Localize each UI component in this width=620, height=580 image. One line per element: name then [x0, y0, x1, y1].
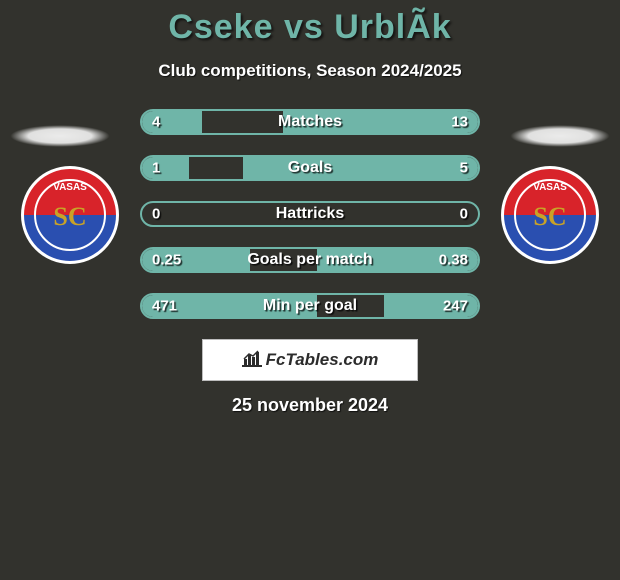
svg-text:SC: SC [53, 202, 86, 231]
stat-label: Goals per match [140, 251, 480, 269]
comparison-body: VASAS SC VASAS SC Matches4 13 Goals1 5 Hattr… [0, 109, 620, 416]
stat-value-left: 1 [152, 160, 160, 177]
source-badge: FcTables.com [202, 339, 418, 381]
svg-text:VASAS: VASAS [53, 182, 87, 193]
club-badge-right: VASAS SC [500, 165, 600, 265]
stat-label: Hattricks [140, 205, 480, 223]
bar-chart-icon [242, 349, 262, 372]
player-left-shadow [10, 125, 110, 147]
stat-value-right: 0.38 [439, 252, 468, 269]
stat-row: Goals1 5 [140, 155, 480, 181]
stat-label: Goals [140, 159, 480, 177]
svg-text:VASAS: VASAS [533, 182, 567, 193]
source-text: FcTables.com [266, 350, 379, 370]
club-badge-left: VASAS SC [20, 165, 120, 265]
stat-row: Hattricks0 0 [140, 201, 480, 227]
stat-bars: Matches4 13 Goals1 5 Hattricks0 0 Goals per ma… [140, 109, 480, 319]
stat-value-right: 13 [451, 114, 468, 131]
svg-text:SC: SC [533, 202, 566, 231]
stat-row: Matches4 13 [140, 109, 480, 135]
stat-value-left: 0 [152, 206, 160, 223]
club-crest-icon: VASAS SC [20, 165, 120, 265]
stat-value-right: 0 [460, 206, 468, 223]
comparison-subtitle: Club competitions, Season 2024/2025 [0, 61, 620, 81]
comparison-title: Cseke vs UrblÃ­k [0, 0, 620, 47]
stat-label: Matches [140, 113, 480, 131]
club-crest-icon: VASAS SC [500, 165, 600, 265]
stat-value-left: 0.25 [152, 252, 181, 269]
stat-row: Min per goal471 247 [140, 293, 480, 319]
stat-label: Min per goal [140, 297, 480, 315]
stat-value-right: 247 [443, 298, 468, 315]
stat-row: Goals per match0.25 0.38 [140, 247, 480, 273]
stat-value-left: 471 [152, 298, 177, 315]
player-right-shadow [510, 125, 610, 147]
stat-value-right: 5 [460, 160, 468, 177]
stat-value-left: 4 [152, 114, 160, 131]
comparison-date: 25 november 2024 [0, 395, 620, 416]
